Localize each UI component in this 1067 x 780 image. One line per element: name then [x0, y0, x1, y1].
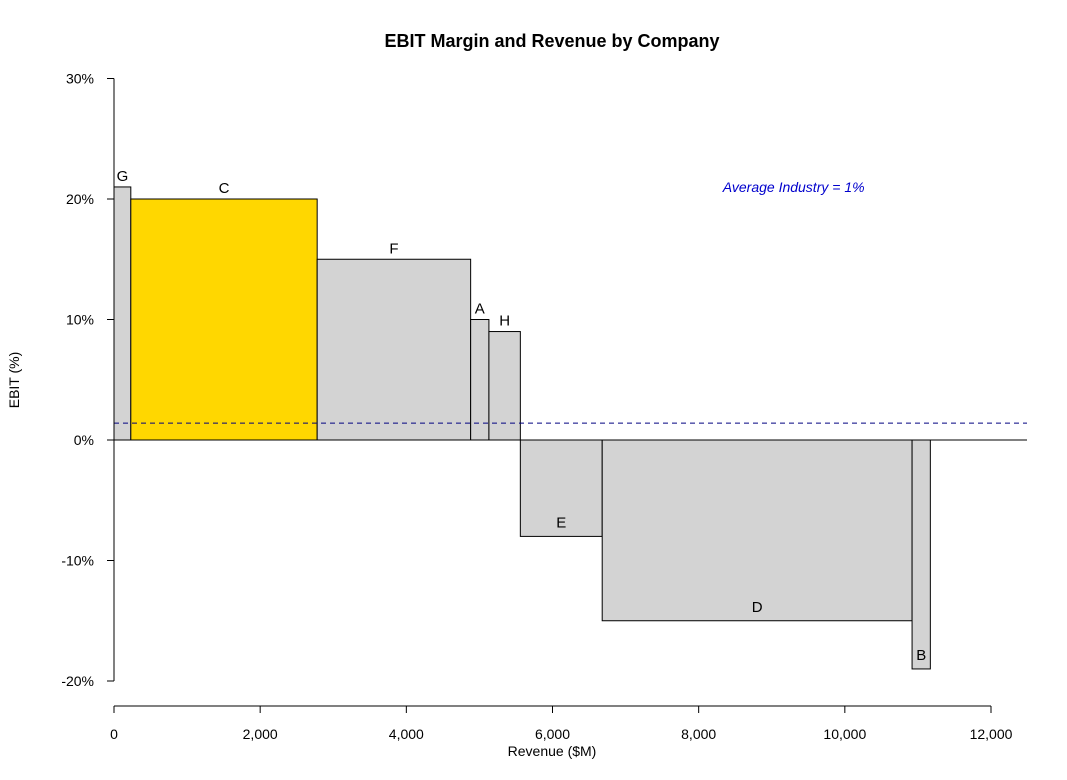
bar-label-f: F — [389, 240, 398, 257]
x-tick-label: 0 — [110, 726, 118, 742]
bar-f — [316, 258, 472, 441]
lines-layer — [114, 422, 1027, 441]
bar-label-h: H — [499, 313, 510, 330]
bar-label-e: E — [556, 514, 566, 531]
y-tick-label: -10% — [61, 553, 94, 569]
y-tick-label: 0% — [74, 432, 94, 448]
bar-c — [130, 198, 318, 441]
x-tick-label: 8,000 — [681, 726, 716, 742]
y-tick-label: -20% — [61, 673, 94, 689]
y-axis-label: EBIT (%) — [6, 352, 22, 409]
bars-layer — [113, 186, 931, 670]
bar-g — [113, 186, 132, 441]
bar-e — [519, 439, 603, 537]
x-tick-label: 2,000 — [243, 726, 278, 742]
y-tick-label: 20% — [66, 191, 94, 207]
bar-label-b: B — [916, 647, 926, 664]
bar-label-d: D — [752, 599, 763, 616]
bar-h — [488, 331, 521, 441]
bar-a — [470, 319, 490, 441]
x-tick-label: 4,000 — [389, 726, 424, 742]
bar-b — [911, 439, 931, 670]
x-tick-label: 6,000 — [535, 726, 570, 742]
x-tick-label: 10,000 — [823, 726, 866, 742]
bar-label-g: G — [117, 168, 129, 185]
x-tick-label: 12,000 — [970, 726, 1013, 742]
average-industry-annotation: Average Industry = 1% — [722, 179, 865, 195]
y-tick-label: 30% — [66, 71, 94, 87]
x-axis-label: Revenue ($M) — [508, 743, 597, 759]
chart-title: EBIT Margin and Revenue by Company — [384, 31, 719, 51]
bar-label-a: A — [475, 301, 485, 318]
labels-layer: G C F AH E D B — [117, 168, 927, 664]
y-tick-label: 10% — [66, 312, 94, 328]
axes-layer: 30% 20% 10% 0% -10% -20% 0 2,000 4,000 6,000 8,000… — [61, 71, 1012, 743]
bar-d — [601, 439, 913, 622]
bar-label-c: C — [219, 180, 230, 197]
